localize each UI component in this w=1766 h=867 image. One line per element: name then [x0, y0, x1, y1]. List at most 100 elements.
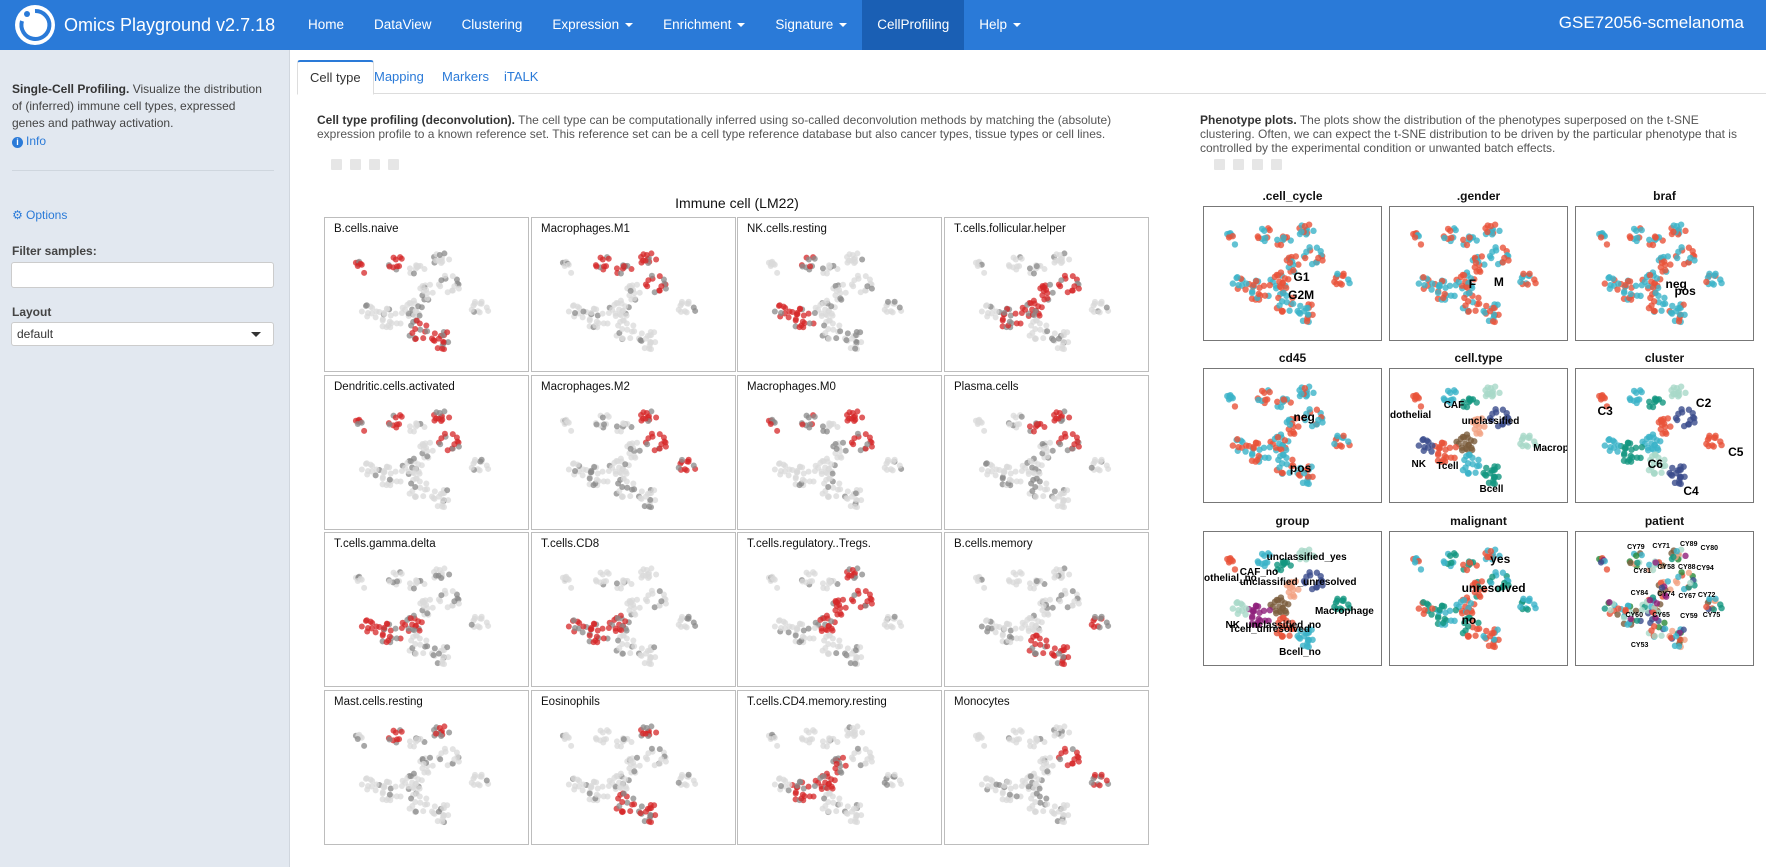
cell-point	[786, 623, 793, 630]
cell-point	[834, 266, 841, 273]
cell-point	[846, 730, 853, 737]
download-icon[interactable]	[369, 159, 380, 170]
cell-point	[837, 610, 844, 617]
nav-cellprofiling[interactable]: CellProfiling	[862, 0, 965, 50]
scatter-plot	[352, 408, 492, 511]
celltype-plot: Macrophages.M2	[531, 375, 736, 530]
cell-point	[690, 619, 697, 626]
cell-point	[637, 495, 644, 502]
cell-point	[580, 623, 587, 630]
info-icon[interactable]	[1214, 159, 1225, 170]
cell-point	[1526, 270, 1533, 277]
cell-point	[1026, 423, 1033, 430]
nav-dataview[interactable]: DataView	[359, 0, 447, 50]
cell-point	[885, 613, 892, 620]
figure-title: Immune cell (LM22)	[675, 195, 799, 211]
cell-point	[1053, 257, 1060, 264]
nav-help[interactable]: Help	[964, 0, 1036, 50]
cell-point	[1006, 421, 1013, 428]
info-link[interactable]: i Info	[12, 134, 46, 148]
cell-point	[857, 487, 864, 494]
cell-point	[1661, 294, 1668, 302]
cell-point	[1225, 234, 1233, 241]
tab-italk[interactable]: iTALK	[504, 69, 539, 84]
cell-point	[1501, 579, 1508, 587]
cell-point	[1040, 335, 1047, 342]
cell-point	[881, 621, 888, 628]
cell-point	[834, 581, 841, 588]
cell-point	[658, 598, 665, 605]
maximize-icon[interactable]	[388, 159, 399, 170]
cell-point	[1014, 736, 1021, 743]
cell-point	[642, 650, 649, 657]
scatter-plot	[1596, 546, 1725, 651]
cell-point	[767, 420, 774, 427]
cell-point	[1069, 588, 1076, 595]
cell-point	[1040, 808, 1047, 815]
cell-point	[354, 577, 361, 584]
cell-point	[983, 302, 990, 309]
cell-point	[594, 470, 601, 477]
cell-point	[830, 326, 837, 333]
nav-home[interactable]: Home	[293, 0, 359, 50]
cell-point	[570, 617, 577, 624]
cell-point	[1706, 432, 1713, 440]
maximize-icon[interactable]	[1271, 159, 1282, 170]
cell-point	[1061, 565, 1068, 572]
menu-icon[interactable]	[350, 159, 361, 170]
phenotype-label: no	[1461, 613, 1477, 627]
brand[interactable]: Omics Playground v2.7.18	[14, 4, 275, 46]
cell-point	[417, 641, 424, 648]
tab-cell-type[interactable]: Cell type	[297, 60, 374, 95]
cell-point	[840, 439, 847, 446]
cell-point	[568, 427, 575, 434]
cell-point	[843, 495, 850, 502]
cell-point	[1243, 605, 1250, 612]
cell-point	[794, 309, 801, 316]
cell-point	[1634, 559, 1641, 566]
cell-point	[1672, 632, 1680, 640]
cell-point	[823, 428, 830, 435]
cell-point	[1303, 410, 1310, 418]
nav-clustering[interactable]: Clustering	[447, 0, 538, 50]
cell-point	[1054, 660, 1061, 667]
cell-point	[842, 289, 849, 296]
cell-point	[1627, 290, 1634, 298]
cell-point	[394, 736, 401, 743]
cell-point	[1472, 632, 1479, 639]
nav-label: Clustering	[461, 17, 523, 32]
cell-point	[1652, 289, 1659, 297]
download-icon[interactable]	[1252, 159, 1263, 170]
cell-point	[435, 650, 442, 657]
cell-point	[891, 456, 898, 463]
cell-point	[1028, 322, 1035, 329]
cell-point	[1487, 385, 1494, 392]
menu-icon[interactable]	[1233, 159, 1244, 170]
cell-point	[821, 322, 828, 329]
cell-point	[974, 420, 981, 427]
cell-point	[1524, 443, 1531, 450]
cell-point	[834, 739, 841, 746]
filter-samples-input[interactable]	[11, 262, 274, 288]
layout-select[interactable]: default	[11, 322, 274, 346]
cell-point	[1488, 579, 1495, 587]
cell-point	[586, 790, 593, 797]
nav-enrichment[interactable]: Enrichment	[648, 0, 760, 50]
cell-point	[1669, 464, 1676, 472]
cell-point	[441, 723, 448, 730]
tab-markers[interactable]: Markers	[442, 69, 489, 84]
nav-expression[interactable]: Expression	[537, 0, 648, 50]
tab-mapping[interactable]: Mapping	[374, 69, 424, 84]
options-link[interactable]: ⚙ Options	[12, 208, 67, 222]
cell-point	[854, 565, 861, 572]
nav-signature[interactable]: Signature	[760, 0, 862, 50]
cell-point	[1030, 585, 1037, 592]
cell-point	[437, 441, 444, 448]
info-icon[interactable]	[331, 159, 342, 170]
cell-point	[644, 756, 651, 763]
cell-point	[645, 750, 652, 757]
plot-label: Monocytes	[954, 696, 1010, 708]
cell-point	[1053, 730, 1060, 737]
cell-point	[1234, 436, 1241, 443]
cell-point	[413, 578, 420, 585]
